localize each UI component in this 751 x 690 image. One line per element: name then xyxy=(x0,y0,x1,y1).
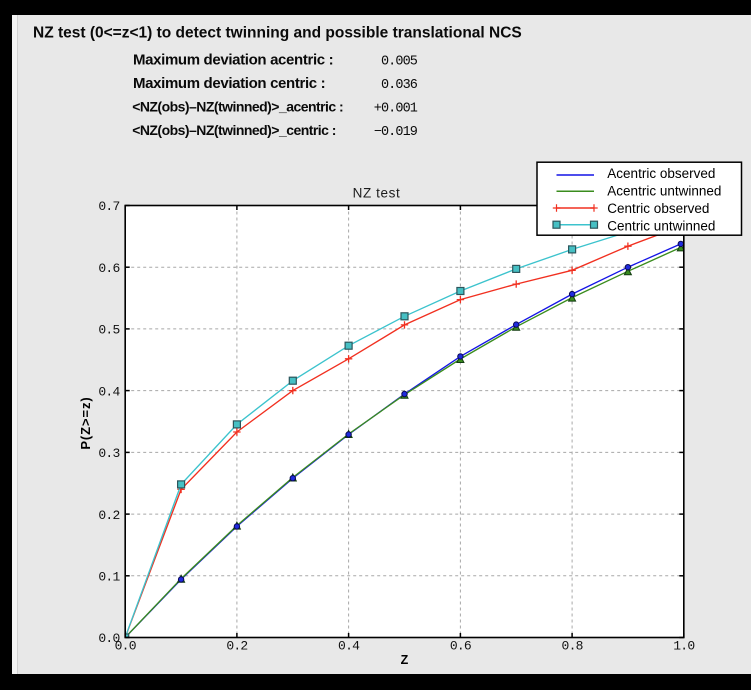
svg-text:0.1: 0.1 xyxy=(98,570,120,585)
svg-text:Maximum deviation centric :: Maximum deviation centric : xyxy=(133,75,325,92)
svg-text:NZ test (0<=z<1) to detect twi: NZ test (0<=z<1) to detect twinning and … xyxy=(33,25,522,42)
svg-text:0.8: 0.8 xyxy=(562,639,583,654)
svg-text:0.4: 0.4 xyxy=(338,639,360,654)
svg-text:Acentric observed: Acentric observed xyxy=(607,166,715,181)
svg-text:P(Z>=z): P(Z>=z) xyxy=(78,396,93,449)
svg-text:Acentric untwinned: Acentric untwinned xyxy=(607,183,721,198)
svg-text:0.005: 0.005 xyxy=(381,55,418,70)
svg-text:0.0: 0.0 xyxy=(98,631,119,646)
svg-text:Centric untwinned: Centric untwinned xyxy=(607,219,715,234)
svg-text:0.6: 0.6 xyxy=(98,261,119,276)
svg-text:<NZ(obs)–NZ(twinned)>_centric: <NZ(obs)–NZ(twinned)>_centric : xyxy=(132,122,336,138)
svg-text:0.3: 0.3 xyxy=(98,446,119,461)
svg-text:0.036: 0.036 xyxy=(381,78,418,93)
svg-text:0.2: 0.2 xyxy=(226,639,247,654)
svg-text:0.5: 0.5 xyxy=(98,323,119,338)
svg-text:0.4: 0.4 xyxy=(98,384,120,399)
svg-text:1.0: 1.0 xyxy=(673,639,694,654)
svg-text:0.6: 0.6 xyxy=(450,639,471,654)
svg-text:NZ test: NZ test xyxy=(353,186,401,201)
svg-text:Maximum deviation acentric :: Maximum deviation acentric : xyxy=(133,52,333,69)
svg-text:Centric observed: Centric observed xyxy=(607,201,709,216)
svg-text:0.7: 0.7 xyxy=(98,199,119,214)
svg-text:<NZ(obs)–NZ(twinned)>_acentric: <NZ(obs)–NZ(twinned)>_acentric : xyxy=(132,98,343,114)
svg-text:0.2: 0.2 xyxy=(98,508,119,523)
svg-text:Z: Z xyxy=(401,653,409,667)
svg-text:0.0: 0.0 xyxy=(115,639,136,654)
svg-text:−0.019: −0.019 xyxy=(374,125,418,140)
svg-text:+0.001: +0.001 xyxy=(374,101,418,116)
